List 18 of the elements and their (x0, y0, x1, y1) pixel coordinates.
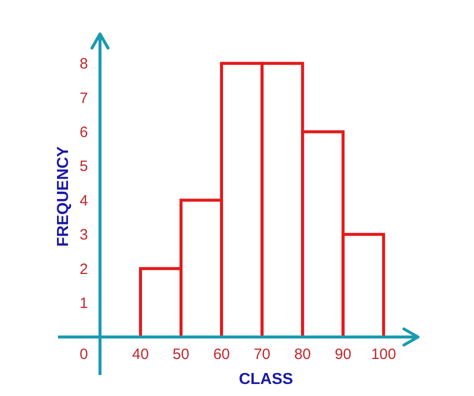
y-tick-label: 4 (80, 192, 88, 210)
x-tick-label: 50 (172, 346, 190, 363)
y-axis-title: FREQUENCY (55, 146, 72, 247)
x-tick-label: 40 (132, 346, 149, 363)
y-tick-label: 2 (80, 260, 88, 278)
x-tick-label: 100 (371, 346, 396, 363)
x-tick-label: 80 (294, 346, 311, 363)
y-tick-label: 5 (80, 158, 88, 176)
y-tick-label: 7 (80, 90, 88, 107)
x-tick-label: 90 (334, 346, 352, 363)
y-tick-label: 8 (80, 56, 88, 73)
x-axis-title: CLASS (238, 371, 294, 388)
x-tick-label: 70 (254, 346, 270, 363)
y-tick-label: 1 (80, 295, 88, 312)
y-tick-label: 3 (80, 226, 88, 244)
y-tick-label: 6 (80, 124, 88, 142)
x-tick-label: 60 (213, 346, 230, 363)
text: 0 (80, 346, 88, 363)
